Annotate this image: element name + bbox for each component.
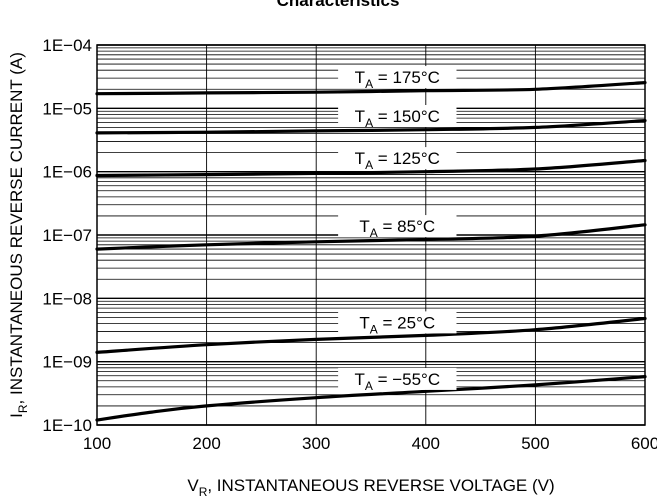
x-axis-title: VR, INSTANTANEOUS REVERSE VOLTAGE (V) <box>187 476 554 499</box>
series-label: TA = 150°C <box>355 107 440 130</box>
plot-frame <box>96 44 646 426</box>
y-axis-title: IR, INSTANTANEOUS REVERSE CURRENT (A) <box>7 52 30 418</box>
series-label-bg <box>338 66 457 89</box>
axes-group: 1E−10 1E−09 1E−08 1E−07 1E−06 1E−05 1E−04 100 20… <box>7 36 657 499</box>
series-line <box>95 316 647 354</box>
series-line <box>95 119 647 135</box>
x-tick-label: 100 <box>83 434 111 453</box>
x-tick-label: 500 <box>521 434 549 453</box>
x-tick-label: 600 <box>631 434 657 453</box>
series-label-bg <box>338 215 457 238</box>
y-tick-label: 1E−07 <box>42 226 92 245</box>
x-tick-label: 300 <box>302 434 330 453</box>
series-labels: TA = 175°C TA = 150°C TA = 125°C TA = 85°C T… <box>338 66 457 393</box>
series-label: TA = 85°C <box>359 217 435 240</box>
series-line <box>95 375 647 422</box>
series-label: TA = 175°C <box>355 68 440 91</box>
x-tick-label: 200 <box>192 434 220 453</box>
chart-title: Characteristics <box>277 0 400 10</box>
y-tick-label: 1E−04 <box>42 36 92 55</box>
series-label: TA = 125°C <box>355 149 440 172</box>
series-line <box>95 81 647 96</box>
series-label-bg <box>338 367 457 390</box>
series-label: TA = 25°C <box>359 313 435 336</box>
series-line <box>95 158 647 178</box>
y-tick-label: 1E−08 <box>42 289 92 308</box>
series-line <box>95 223 647 251</box>
series-label-bg <box>338 311 457 334</box>
series-label-bg <box>338 147 457 170</box>
y-tick-label: 1E−09 <box>42 353 92 372</box>
y-tick-label: 1E−05 <box>42 99 92 118</box>
series-label-bg <box>338 104 457 127</box>
series-group <box>95 81 647 422</box>
series-label: TA = −55°C <box>354 370 440 393</box>
y-tick-label: 1E−10 <box>42 416 92 435</box>
y-tick-label: 1E−06 <box>42 163 92 182</box>
x-tick-label: 400 <box>412 434 440 453</box>
